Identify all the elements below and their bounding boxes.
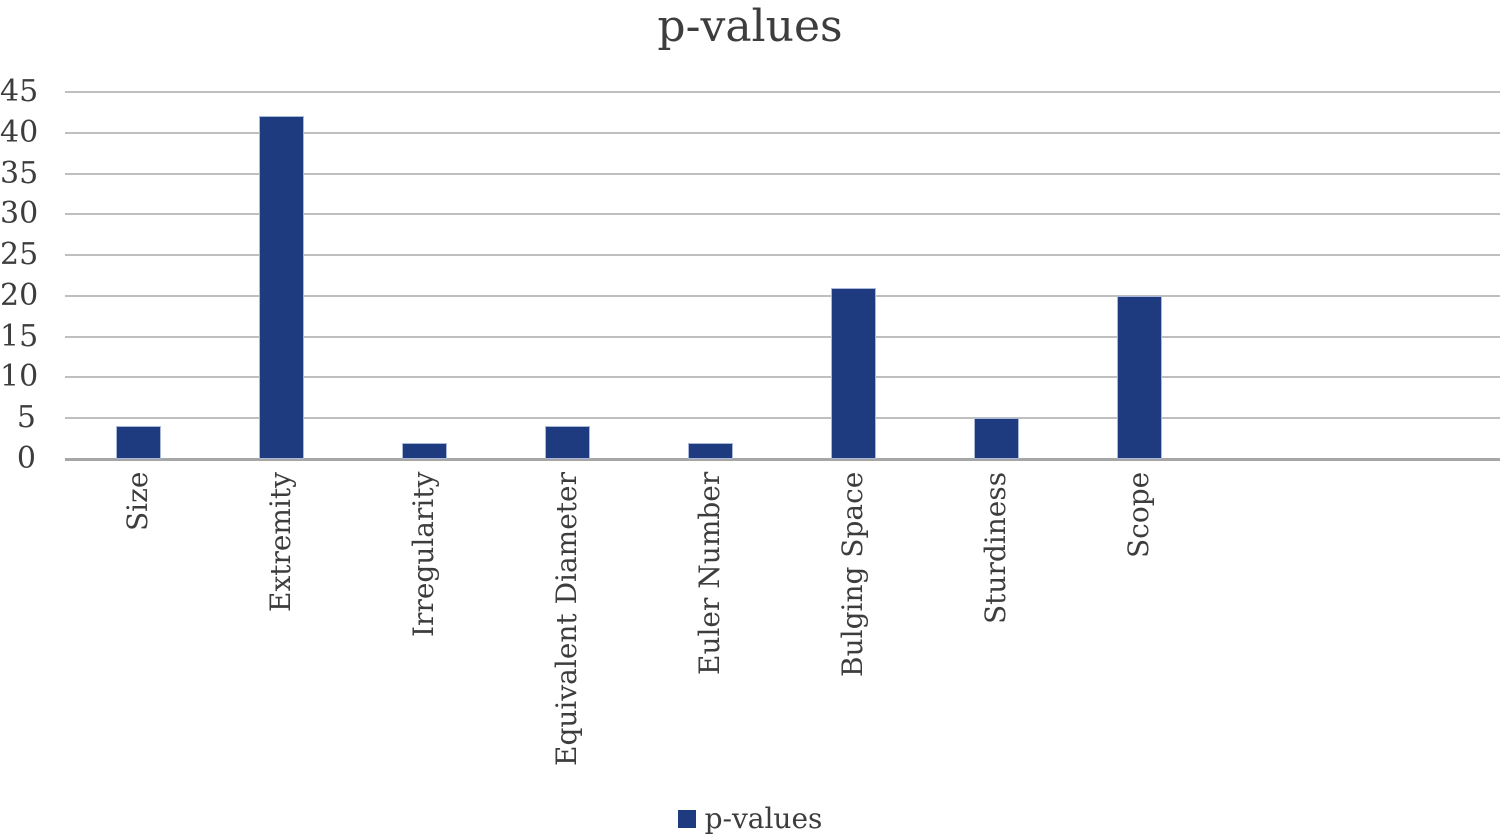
- legend-label: p-values: [704, 802, 823, 835]
- gridline: [65, 376, 1500, 378]
- y-axis-tick-label: 10: [0, 359, 39, 394]
- y-axis-tick-label: 0: [16, 441, 36, 476]
- bar-size: [116, 426, 161, 459]
- bar-extremity: [259, 116, 304, 459]
- x-axis-line: [65, 458, 1500, 461]
- bar-scope: [1117, 296, 1162, 459]
- bar-euler-number: [688, 443, 733, 459]
- x-axis-label-sturdiness: Sturdiness: [979, 472, 1012, 625]
- gridline: [65, 254, 1500, 256]
- x-axis-label-extremity: Extremity: [264, 472, 297, 613]
- bar-equivalent-diameter: [545, 426, 590, 459]
- y-axis-tick-label: 35: [0, 156, 39, 191]
- gridline: [65, 132, 1500, 134]
- bar-bulging-space: [831, 288, 876, 459]
- x-axis-label-irregularity: Irregularity: [407, 472, 440, 638]
- y-axis-tick-label: 45: [0, 74, 39, 109]
- gridline: [65, 213, 1500, 215]
- legend-swatch-icon: [677, 810, 696, 828]
- chart-title: p-values: [657, 1, 843, 52]
- y-axis-tick-label: 25: [0, 237, 39, 272]
- y-axis-tick-label: 20: [0, 278, 39, 313]
- gridline: [65, 91, 1500, 93]
- x-axis-label-euler-number: Euler Number: [693, 472, 726, 676]
- x-axis-label-scope: Scope: [1122, 472, 1155, 559]
- y-axis-tick-label: 40: [0, 115, 39, 150]
- legend: p-values: [0, 803, 1500, 835]
- bar-irregularity: [402, 443, 447, 459]
- x-axis-label-bulging-space: Bulging Space: [836, 472, 869, 678]
- x-axis-label-equivalent-diameter: Equivalent Diameter: [550, 472, 583, 766]
- gridline: [65, 173, 1500, 175]
- x-axis-label-size: Size: [121, 472, 154, 532]
- y-axis-tick-label: 5: [16, 400, 36, 435]
- gridline: [65, 336, 1500, 338]
- gridline: [65, 295, 1500, 297]
- y-axis-tick-label: 15: [0, 319, 39, 354]
- bar-sturdiness: [974, 418, 1019, 459]
- y-axis-tick-label: 30: [0, 196, 39, 231]
- gridline: [65, 417, 1500, 419]
